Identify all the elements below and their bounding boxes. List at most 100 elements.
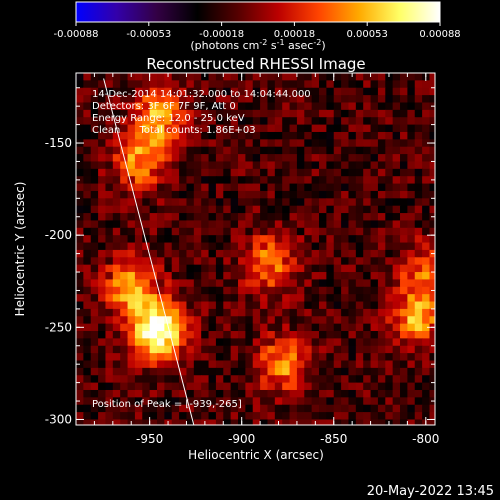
- heatmap-cell: [230, 190, 239, 199]
- heatmap-cell: [422, 146, 431, 155]
- heatmap-cell: [326, 338, 335, 347]
- heatmap-cell: [112, 183, 121, 192]
- heatmap-cell: [215, 176, 224, 185]
- heatmap-cell: [134, 183, 143, 192]
- heatmap-cell: [348, 360, 357, 369]
- heatmap-cell: [90, 117, 99, 126]
- heatmap-cell: [341, 131, 350, 140]
- heatmap-cell: [127, 367, 136, 376]
- heatmap-cell: [422, 404, 431, 413]
- heatmap-cell: [149, 382, 158, 391]
- heatmap-cell: [120, 412, 129, 421]
- heatmap-cell: [422, 316, 431, 325]
- heatmap-cell: [304, 87, 313, 96]
- heatmap-cell: [319, 131, 327, 140]
- heatmap-cell: [414, 375, 423, 384]
- heatmap-cell: [98, 375, 107, 384]
- heatmap-cell: [422, 131, 431, 140]
- heatmap-cell: [289, 397, 298, 406]
- heatmap-cell: [179, 87, 188, 96]
- heatmap-cell: [215, 331, 224, 339]
- heatmap-cell: [127, 389, 136, 398]
- heatmap-cell: [134, 242, 143, 251]
- heatmap-cell: [333, 323, 342, 332]
- heatmap-cell: [260, 73, 269, 81]
- heatmap-cell: [400, 257, 408, 266]
- heatmap-cell: [289, 272, 298, 281]
- heatmap-cell: [282, 227, 291, 236]
- heatmap-cell: [223, 168, 232, 177]
- heatmap-cell: [149, 367, 158, 376]
- heatmap-cell: [385, 80, 394, 89]
- heatmap-cell: [157, 272, 165, 281]
- heatmap-cell: [252, 323, 261, 332]
- heatmap-cell: [105, 131, 114, 140]
- heatmap-cell: [223, 235, 232, 244]
- heatmap-cell: [422, 294, 431, 303]
- heatmap-cell: [245, 205, 254, 214]
- heatmap-cell: [142, 404, 151, 413]
- heatmap-cell: [377, 331, 386, 339]
- heatmap-cell: [208, 331, 217, 339]
- heatmap-cell: [289, 375, 298, 384]
- heatmap-cell: [112, 331, 121, 339]
- heatmap-cell: [377, 73, 386, 81]
- heatmap-cell: [400, 375, 408, 384]
- heatmap-cell: [414, 124, 423, 133]
- heatmap-cell: [157, 249, 165, 258]
- heatmap-cell: [429, 301, 435, 310]
- detectors-annotation: Detectors: 3F 6F 7F 9F, Att 0: [92, 101, 236, 112]
- heatmap-cell: [267, 161, 276, 170]
- heatmap-cell: [274, 397, 283, 406]
- heatmap-cell: [260, 227, 269, 236]
- heatmap-cell: [127, 397, 136, 406]
- heatmap-cell: [414, 345, 423, 354]
- heatmap-cell: [282, 294, 291, 303]
- heatmap-cell: [215, 257, 224, 266]
- heatmap-cell: [282, 389, 291, 398]
- heatmap-cell: [149, 242, 158, 251]
- heatmap-cell: [289, 242, 298, 251]
- heatmap-cell: [179, 102, 188, 111]
- heatmap-cell: [179, 183, 188, 192]
- heatmap-cell: [238, 375, 246, 384]
- heatmap-cell: [98, 139, 107, 148]
- heatmap-cell: [186, 308, 195, 317]
- heatmap-cell: [105, 382, 114, 391]
- heatmap-cell: [304, 190, 313, 199]
- heatmap-cell: [112, 102, 121, 111]
- heatmap-cell: [363, 227, 372, 236]
- heatmap-cell: [274, 353, 283, 362]
- heatmap-cell: [341, 353, 350, 362]
- heatmap-cell: [120, 397, 129, 406]
- heatmap-cell: [134, 338, 143, 347]
- heatmap-cell: [422, 308, 431, 317]
- heatmap-cell: [414, 235, 423, 244]
- heatmap-cell: [370, 176, 379, 185]
- heatmap-cell: [238, 124, 246, 133]
- heatmap-cell: [112, 198, 121, 207]
- heatmap-cell: [90, 227, 99, 236]
- heatmap-cell: [407, 272, 416, 281]
- heatmap-cell: [179, 353, 188, 362]
- heatmap-cell: [296, 117, 305, 126]
- heatmap-cell: [157, 412, 165, 421]
- heatmap-cell: [208, 220, 217, 229]
- heatmap-cell: [377, 176, 386, 185]
- heatmap-cell: [186, 235, 195, 244]
- heatmap-cell: [422, 87, 431, 96]
- heatmap-cell: [429, 183, 435, 192]
- heatmap-cell: [260, 168, 269, 177]
- heatmap-cell: [215, 249, 224, 258]
- heatmap-cell: [76, 316, 84, 325]
- heatmap-cell: [370, 382, 379, 391]
- heatmap-cell: [98, 183, 107, 192]
- heatmap-cell: [179, 124, 188, 133]
- heatmap-cell: [363, 183, 372, 192]
- heatmap-cell: [282, 338, 291, 347]
- heatmap-cell: [355, 301, 364, 310]
- heatmap-cell: [296, 397, 305, 406]
- heatmap-cell: [164, 154, 173, 163]
- heatmap-cell: [230, 235, 239, 244]
- heatmap-cell: [238, 382, 246, 391]
